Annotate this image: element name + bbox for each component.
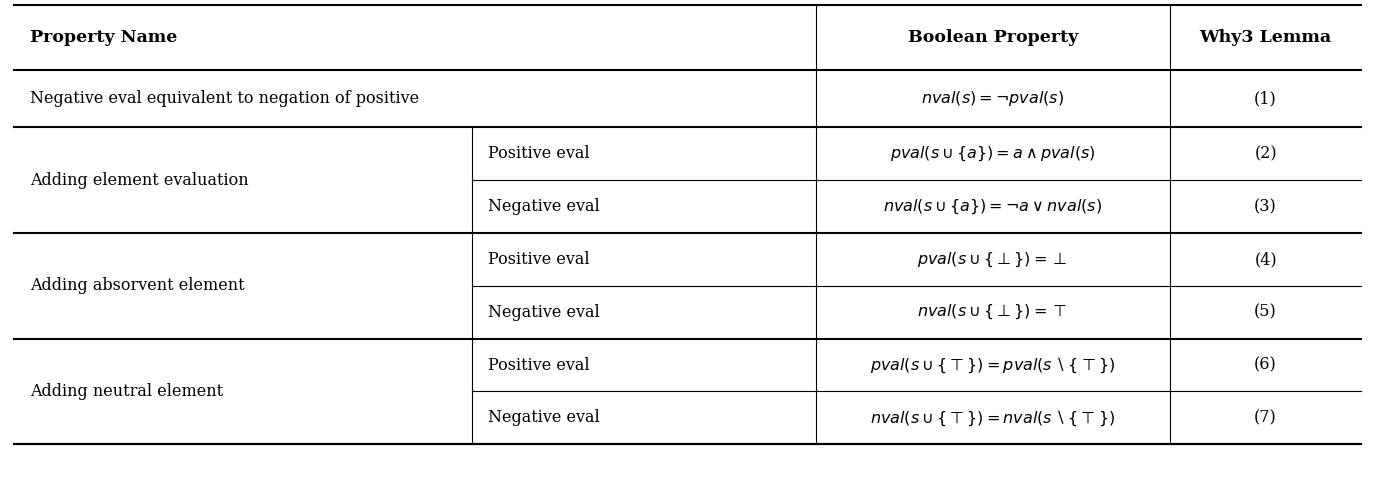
Text: Positive eval: Positive eval: [488, 251, 590, 268]
Text: Negative eval equivalent to negation of positive: Negative eval equivalent to negation of …: [30, 90, 419, 107]
Text: Positive eval: Positive eval: [488, 145, 590, 162]
Text: Negative eval: Negative eval: [488, 198, 600, 215]
Text: $\mathit{nval}(s \cup \{\top\}) = \mathit{nval}(s\setminus\{\top\})$: $\mathit{nval}(s \cup \{\top\}) = \mathi…: [870, 408, 1115, 428]
Text: Adding element evaluation: Adding element evaluation: [30, 172, 249, 189]
Text: $\mathit{nval}(s) = {\neg}\mathit{pval}(s)$: $\mathit{nval}(s) = {\neg}\mathit{pval}(…: [921, 89, 1064, 108]
Text: (2): (2): [1254, 145, 1277, 162]
Text: Adding neutral element: Adding neutral element: [30, 383, 223, 400]
Text: Negative eval: Negative eval: [488, 409, 600, 426]
Text: Negative eval: Negative eval: [488, 304, 600, 321]
Text: $\mathit{pval}(s \cup \{a\}) = a \wedge \mathit{pval}(s)$: $\mathit{pval}(s \cup \{a\}) = a \wedge …: [890, 145, 1096, 163]
Text: $\mathit{nval}(s \cup \{a\}) = {\neg}a \vee \mathit{nval}(s)$: $\mathit{nval}(s \cup \{a\}) = {\neg}a \…: [883, 197, 1103, 216]
Text: (7): (7): [1254, 409, 1277, 426]
Text: (6): (6): [1254, 357, 1277, 373]
Text: Property Name: Property Name: [30, 29, 177, 46]
Text: Boolean Property: Boolean Property: [908, 29, 1078, 46]
Text: $\mathit{nval}(s \cup \{\bot\}) = \top$: $\mathit{nval}(s \cup \{\bot\}) = \top$: [917, 303, 1068, 321]
Text: $\mathit{pval}(s \cup \{\top\}) = \mathit{pval}(s\setminus\{\top\})$: $\mathit{pval}(s \cup \{\top\}) = \mathi…: [870, 355, 1115, 375]
Text: Positive eval: Positive eval: [488, 357, 590, 373]
Text: (5): (5): [1254, 304, 1277, 321]
Text: Why3 Lemma: Why3 Lemma: [1199, 29, 1331, 46]
Text: $\mathit{pval}(s \cup \{\bot\}) = \bot$: $\mathit{pval}(s \cup \{\bot\}) = \bot$: [917, 250, 1068, 269]
Text: (3): (3): [1254, 198, 1277, 215]
Text: (4): (4): [1254, 251, 1277, 268]
Text: (1): (1): [1254, 90, 1277, 107]
Text: Adding absorvent element: Adding absorvent element: [30, 277, 245, 294]
